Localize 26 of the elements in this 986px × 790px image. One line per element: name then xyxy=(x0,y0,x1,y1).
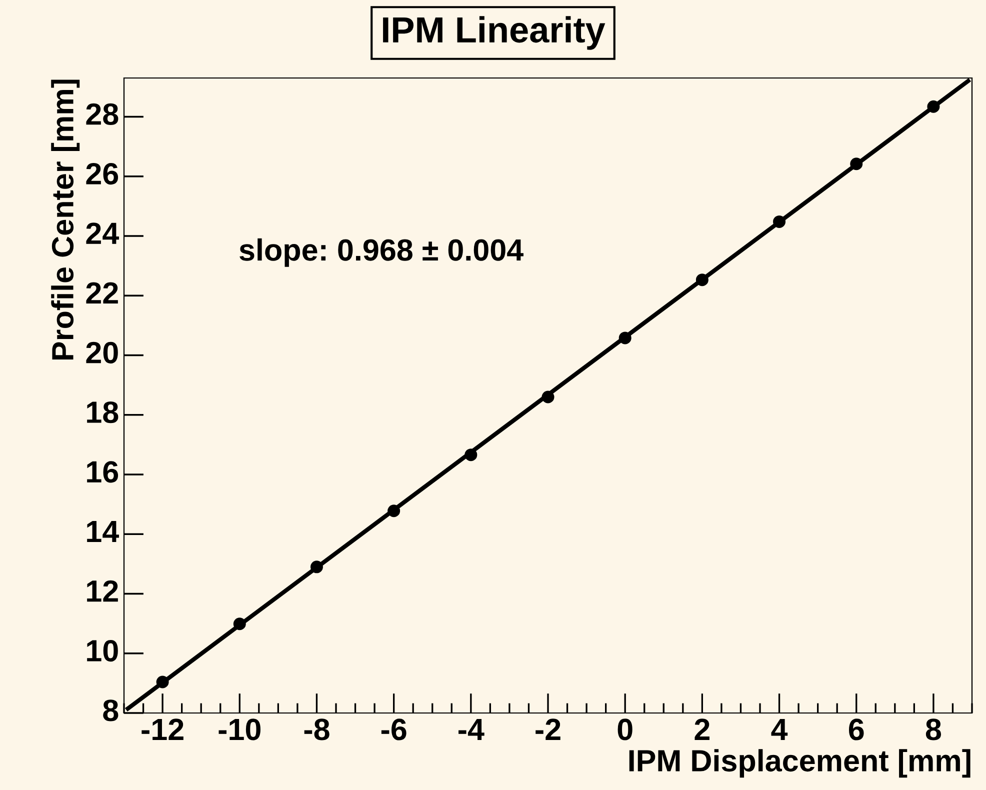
y-tick-label: 26 xyxy=(86,162,118,185)
y-tick-label: 28 xyxy=(86,103,118,125)
y-tick-label: 12 xyxy=(87,580,118,602)
x-tick-label: 0 xyxy=(618,718,632,740)
y-tick-label: 10 xyxy=(87,640,118,662)
y-tick-label: 20 xyxy=(86,342,118,364)
x-axis-title: IPM Displacement [mm] xyxy=(629,749,970,778)
y-tick-label: 24 xyxy=(86,222,119,244)
x-tick-label: -2 xyxy=(536,718,560,740)
x-tick-label: 2 xyxy=(694,718,710,740)
x-tick-label: 8 xyxy=(926,718,942,740)
x-tick-label: -8 xyxy=(304,718,330,740)
chart-title: IPM Linearity xyxy=(383,16,606,50)
x-tick-label: -10 xyxy=(218,718,260,740)
x-tick-label: -12 xyxy=(142,718,184,740)
x-tick-label: -4 xyxy=(458,718,484,740)
x-tick-label: -6 xyxy=(381,718,406,740)
x-tick-label: 6 xyxy=(848,718,864,740)
y-tick-label: 18 xyxy=(87,401,118,424)
y-tick-label: 8 xyxy=(103,700,118,722)
y-axis-title: Profile Center [mm] xyxy=(51,80,80,360)
y-tick-label: 16 xyxy=(87,461,118,483)
y-tick-label: 22 xyxy=(86,282,118,304)
y-tick-label: 14 xyxy=(87,521,119,542)
annotation: slope: 0.968 ± 0.004 xyxy=(240,238,524,267)
x-tick-label: 4 xyxy=(771,718,788,740)
